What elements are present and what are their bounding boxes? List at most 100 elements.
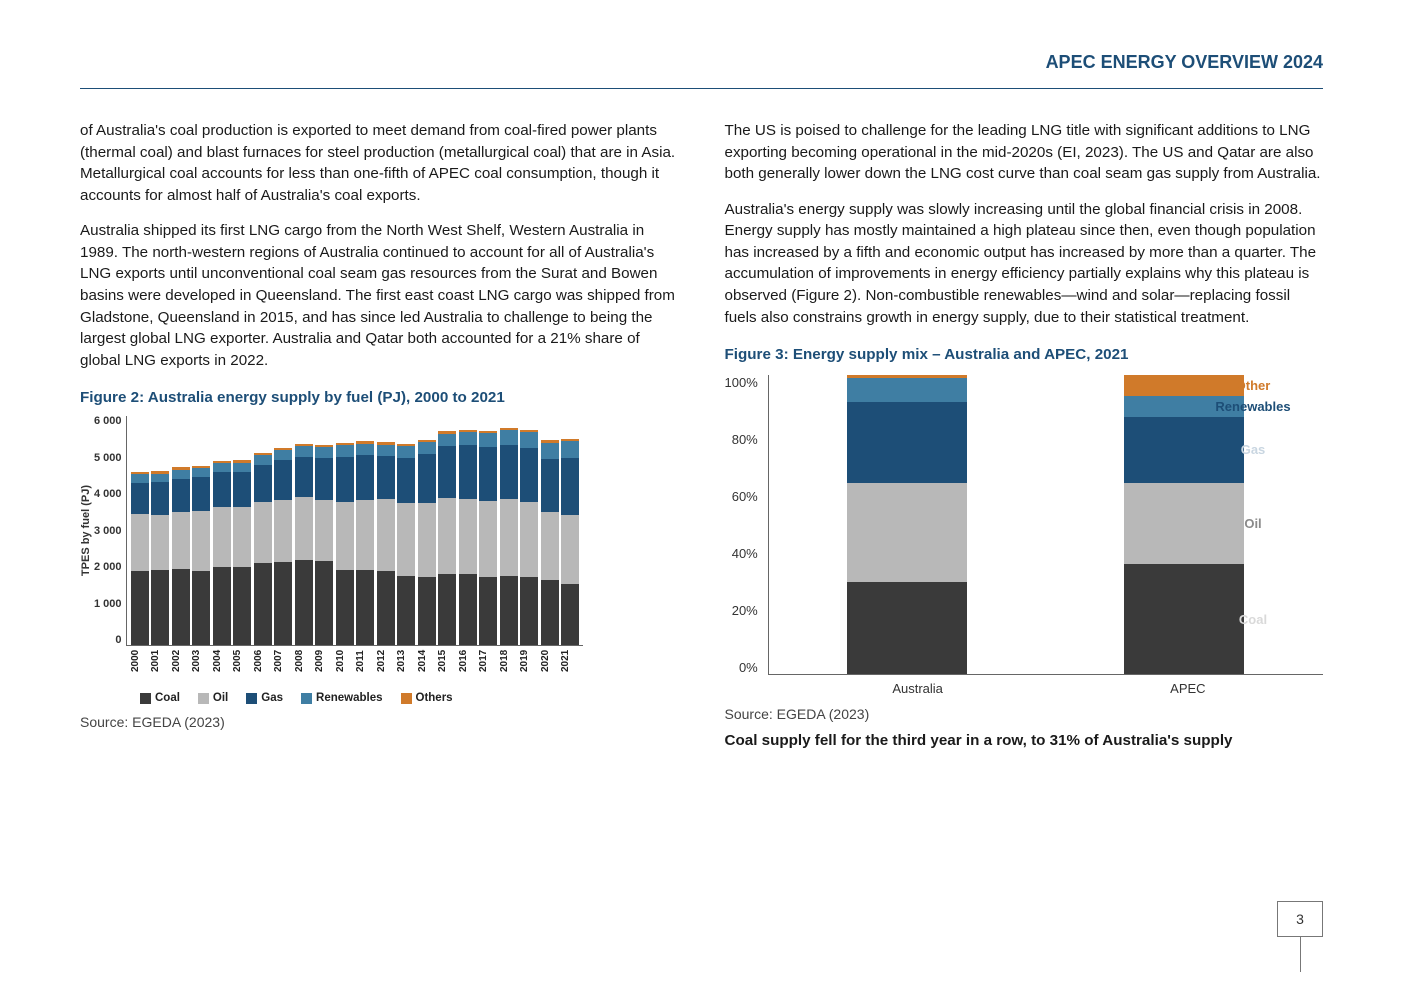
figure-2-seg-gas xyxy=(336,457,354,502)
figure-3-bar-australia xyxy=(847,375,967,674)
figure-2-seg-coal xyxy=(192,571,210,646)
figure-3-series-label-coal: Coal xyxy=(1193,612,1313,627)
figure-2-seg-coal xyxy=(131,571,149,646)
figure-3-series-label-gas: Gas xyxy=(1193,442,1313,457)
figure-2-seg-oil xyxy=(295,497,313,560)
figure-2-seg-gas xyxy=(315,458,333,500)
figure-2-seg-coal xyxy=(356,570,374,646)
figure-2-seg-gas xyxy=(192,477,210,511)
figure-2-bar-2021 xyxy=(561,439,579,645)
figure-2-legend: CoalOilGasRenewablesOthers xyxy=(140,692,453,704)
figure-2-seg-renewables xyxy=(131,474,149,482)
figure-3-xlabel: Australia xyxy=(858,681,978,696)
figure-2-seg-coal xyxy=(172,569,190,645)
figure-2-seg-gas xyxy=(295,457,313,497)
figure-2-bar-2001 xyxy=(151,471,169,645)
figure-2-xlabel: 2012 xyxy=(376,650,394,684)
figure-3-seg-oil xyxy=(847,483,967,582)
figure-2-seg-oil xyxy=(356,500,374,570)
legend-label: Gas xyxy=(261,692,283,704)
figure-2-bar-2010 xyxy=(336,443,354,645)
figure-2-bar-2003 xyxy=(192,466,210,646)
figure-2-seg-oil xyxy=(520,502,538,577)
figure-2-seg-coal xyxy=(233,567,251,645)
legend-swatch-icon xyxy=(140,693,151,704)
figure-3-bars: CoalOilGasRenewablesOther xyxy=(768,375,1323,675)
left-paragraph-1: of Australia's coal production is export… xyxy=(80,120,679,206)
figure-2-seg-coal xyxy=(151,570,169,645)
figure-3-xlabel: APEC xyxy=(1128,681,1248,696)
legend-label: Others xyxy=(416,692,453,704)
figure-2-bar-2012 xyxy=(377,442,395,645)
figure-2-xlabel: 2004 xyxy=(212,650,230,684)
figure-2-seg-gas xyxy=(233,472,251,507)
figure-2-seg-renewables xyxy=(254,455,272,465)
figure-2-xlabel: 2007 xyxy=(273,650,291,684)
figure-3-seg-gas xyxy=(847,402,967,483)
figure-2-seg-oil xyxy=(274,500,292,562)
figure-2-seg-renewables xyxy=(459,432,477,445)
figure-2-seg-oil xyxy=(418,503,436,577)
figure-3-seg-renewables xyxy=(847,378,967,402)
figure-2-seg-renewables xyxy=(151,474,169,483)
figure-2-legend-item-coal: Coal xyxy=(140,692,180,704)
figure-2-seg-renewables xyxy=(233,463,251,472)
figure-2-bar-2020 xyxy=(541,440,559,645)
figure-2-seg-oil xyxy=(500,499,518,576)
figure-2-seg-oil xyxy=(315,500,333,561)
figure-2-seg-renewables xyxy=(438,434,456,447)
figure-2-seg-renewables xyxy=(397,446,415,458)
figure-2-seg-renewables xyxy=(377,445,395,457)
figure-2-seg-coal xyxy=(213,567,231,646)
figure-2-seg-gas xyxy=(397,458,415,503)
figure-2-seg-coal xyxy=(459,574,477,646)
figure-2-seg-oil xyxy=(254,502,272,563)
figure-2-seg-oil xyxy=(438,498,456,574)
figure-2-xlabel: 2009 xyxy=(314,650,332,684)
figure-2-xlabel: 2005 xyxy=(232,650,250,684)
figure-2-seg-renewables xyxy=(336,445,354,457)
right-paragraph-3: Coal supply fell for the third year in a… xyxy=(725,730,1324,752)
figure-2-seg-gas xyxy=(131,483,149,514)
figure-3-series-label-other: Other xyxy=(1193,378,1313,393)
figure-2-seg-renewables xyxy=(274,450,292,460)
figure-2-seg-oil xyxy=(336,502,354,570)
figure-2-seg-gas xyxy=(438,446,456,498)
figure-2-seg-renewables xyxy=(520,432,538,447)
figure-2-seg-renewables xyxy=(500,430,518,445)
figure-2-seg-gas xyxy=(377,456,395,499)
figure-2-bar-2002 xyxy=(172,467,190,645)
figure-2-ylabel: TPES by fuel (PJ) xyxy=(80,485,92,576)
figure-2-bar-2009 xyxy=(315,445,333,645)
figure-2-seg-renewables xyxy=(295,446,313,457)
figure-2-seg-renewables xyxy=(561,441,579,458)
figure-2-seg-gas xyxy=(172,479,190,512)
figure-2-bar-2007 xyxy=(274,448,292,646)
figure-2-xlabel: 2020 xyxy=(540,650,558,684)
figure-2-xlabel: 2016 xyxy=(458,650,476,684)
figure-2-seg-coal xyxy=(561,584,579,645)
figure-2-seg-oil xyxy=(377,499,395,571)
page-header-title: APEC ENERGY OVERVIEW 2024 xyxy=(1046,52,1323,73)
figure-2-seg-renewables xyxy=(541,443,559,459)
figure-2-seg-renewables xyxy=(213,463,231,472)
figure-2-bar-2008 xyxy=(295,444,313,645)
figure-3-source: Source: EGEDA (2023) xyxy=(725,706,1324,722)
figure-2-seg-gas xyxy=(561,458,579,515)
figure-2-bar-2019 xyxy=(520,430,538,645)
figure-2-xlabel: 2017 xyxy=(478,650,496,684)
legend-swatch-icon xyxy=(401,693,412,704)
page-number: 3 xyxy=(1277,901,1323,937)
figure-2-bar-2006 xyxy=(254,453,272,645)
figure-2-seg-oil xyxy=(479,501,497,577)
figure-2-source: Source: EGEDA (2023) xyxy=(80,714,679,730)
figure-2-seg-oil xyxy=(213,507,231,567)
figure-2-xaxis: 2000200120022003200420052006200720082009… xyxy=(126,650,584,684)
figure-3-seg-coal xyxy=(847,582,967,675)
figure-2-bar-2013 xyxy=(397,444,415,646)
figure-2-seg-coal xyxy=(397,576,415,645)
figure-2-seg-coal xyxy=(274,562,292,646)
figure-2-xlabel: 2000 xyxy=(130,650,148,684)
figure-3-inbar-legend: CoalOilGasRenewablesOther xyxy=(1193,375,1313,674)
figure-2-seg-gas xyxy=(418,454,436,502)
